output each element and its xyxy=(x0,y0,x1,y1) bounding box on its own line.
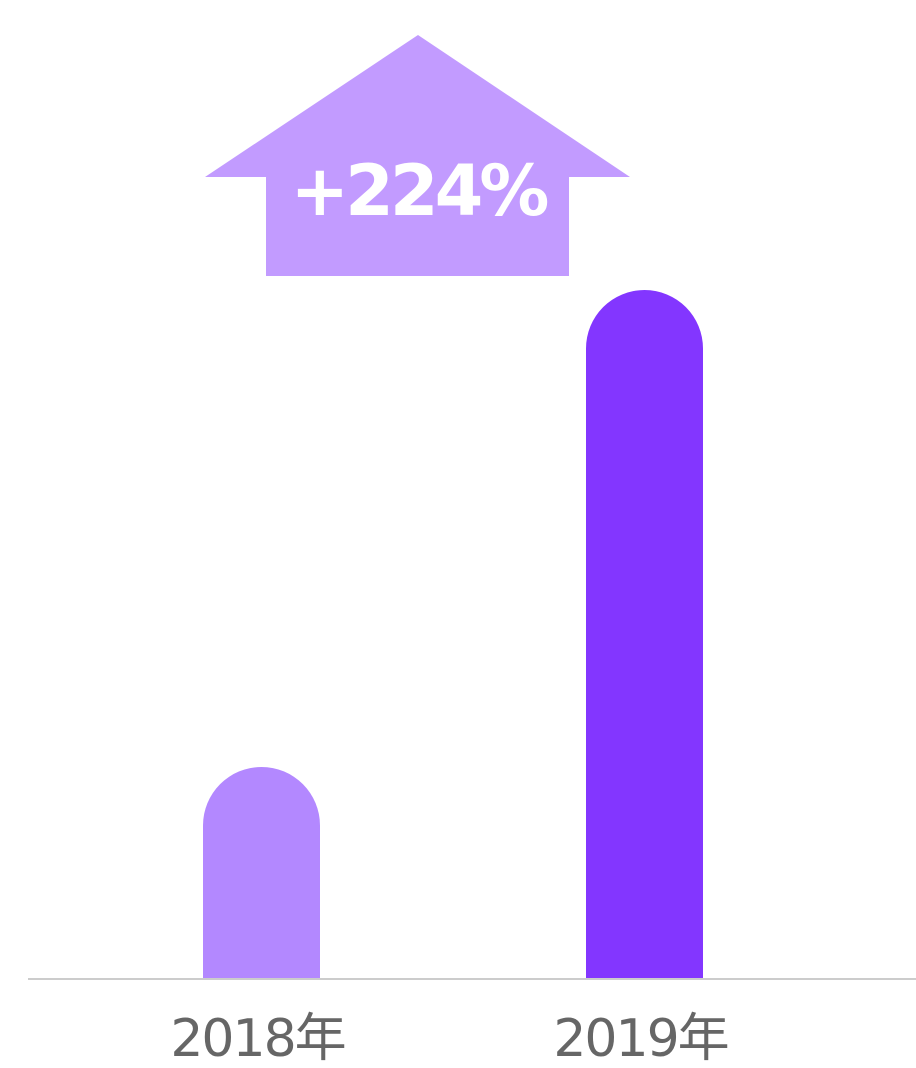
increase-arrow xyxy=(205,35,630,276)
bar xyxy=(203,766,320,978)
bar xyxy=(586,290,703,979)
x-tick-label: 2018年 xyxy=(170,1009,344,1068)
annotation: +224% xyxy=(291,150,548,232)
x-tick-label: 2019年 xyxy=(553,1009,727,1068)
